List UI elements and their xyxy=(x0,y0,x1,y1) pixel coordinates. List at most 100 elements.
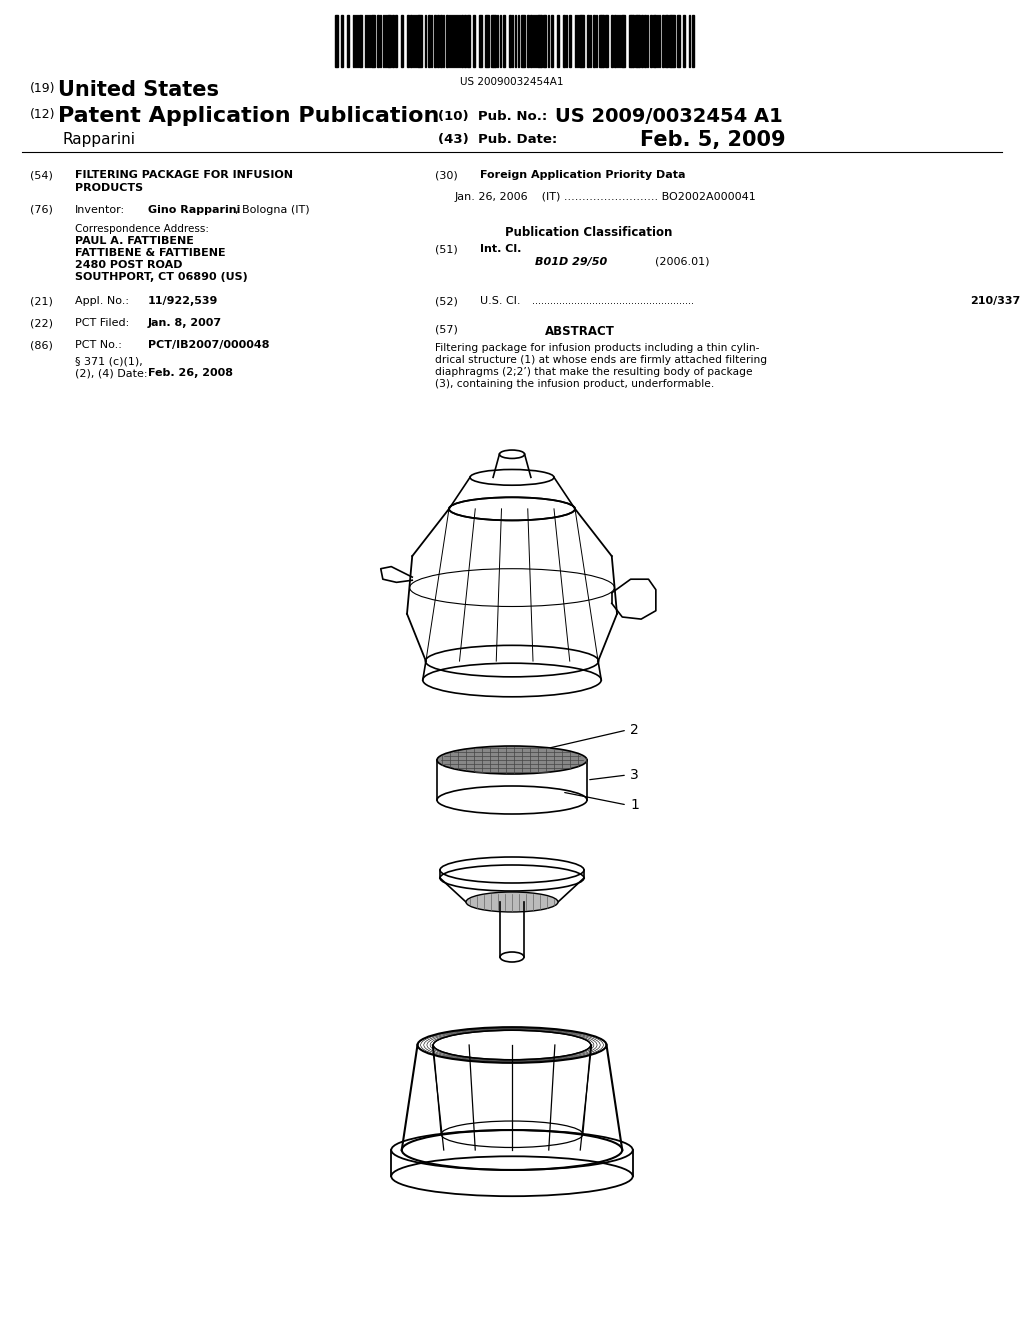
Bar xyxy=(605,15,608,67)
Text: SOUTHPORT, CT 06890 (US): SOUTHPORT, CT 06890 (US) xyxy=(75,272,248,282)
Ellipse shape xyxy=(437,746,587,774)
Text: , Bologna (IT): , Bologna (IT) xyxy=(234,205,309,215)
Bar xyxy=(611,15,613,67)
Text: (22): (22) xyxy=(30,318,53,327)
Bar xyxy=(518,15,519,67)
Bar xyxy=(667,15,669,67)
Bar xyxy=(683,15,685,67)
Bar xyxy=(410,15,413,67)
Text: Correspondence Address:: Correspondence Address: xyxy=(75,224,209,234)
Bar xyxy=(577,15,579,67)
Text: 2: 2 xyxy=(630,723,639,737)
Bar xyxy=(443,15,444,67)
Text: PCT Filed:: PCT Filed: xyxy=(75,318,129,327)
Bar xyxy=(677,15,680,67)
Text: Foreign Application Priority Data: Foreign Application Priority Data xyxy=(480,170,685,180)
Bar xyxy=(599,15,600,67)
Bar xyxy=(500,15,502,67)
Bar xyxy=(385,15,386,67)
Bar xyxy=(467,15,470,67)
Bar xyxy=(509,15,511,67)
Text: (21): (21) xyxy=(30,296,53,306)
Bar xyxy=(662,15,665,67)
Text: U.S. Cl.: U.S. Cl. xyxy=(480,296,520,306)
Bar xyxy=(631,15,633,67)
Bar xyxy=(581,15,585,67)
Bar xyxy=(563,15,565,67)
Text: (52): (52) xyxy=(435,296,458,306)
Text: diaphragms (2;2’) that make the resulting body of package: diaphragms (2;2’) that make the resultin… xyxy=(435,367,753,378)
Text: (19): (19) xyxy=(30,82,55,95)
Bar xyxy=(479,15,482,67)
Text: 2480 POST ROAD: 2480 POST ROAD xyxy=(75,260,182,271)
Bar xyxy=(359,15,361,67)
Bar xyxy=(637,15,639,67)
Bar xyxy=(503,15,505,67)
Bar xyxy=(629,15,631,67)
Bar xyxy=(395,15,397,67)
Text: PAUL A. FATTIBENE: PAUL A. FATTIBENE xyxy=(75,236,194,246)
Bar xyxy=(657,15,658,67)
Bar xyxy=(515,15,516,67)
Bar xyxy=(437,15,438,67)
Text: (57): (57) xyxy=(435,325,458,335)
Bar xyxy=(566,15,567,67)
Bar xyxy=(671,15,675,67)
Bar xyxy=(590,15,591,67)
Text: (12): (12) xyxy=(30,108,55,121)
Bar xyxy=(401,15,403,67)
Bar xyxy=(459,15,460,67)
Bar xyxy=(371,15,375,67)
Text: (51): (51) xyxy=(435,244,458,253)
Bar xyxy=(635,15,637,67)
Text: United States: United States xyxy=(58,81,219,100)
Bar xyxy=(380,15,381,67)
Bar xyxy=(653,15,654,67)
Bar xyxy=(623,15,625,67)
Text: (43)  Pub. Date:: (43) Pub. Date: xyxy=(438,133,557,147)
Text: US 20090032454A1: US 20090032454A1 xyxy=(460,77,564,87)
Bar xyxy=(451,15,453,67)
Text: Gino Rapparini: Gino Rapparini xyxy=(148,205,241,215)
Text: 3: 3 xyxy=(630,768,639,781)
Bar xyxy=(551,15,553,67)
Bar xyxy=(369,15,370,67)
Text: Int. Cl.: Int. Cl. xyxy=(480,244,521,253)
Text: 210/337: 210/337 xyxy=(970,296,1020,306)
Bar xyxy=(425,15,426,67)
Text: 11/922,539: 11/922,539 xyxy=(148,296,218,306)
Bar xyxy=(548,15,550,67)
Text: Patent Application Publication: Patent Application Publication xyxy=(58,106,439,125)
Text: Jan. 8, 2007: Jan. 8, 2007 xyxy=(148,318,222,327)
Bar xyxy=(587,15,589,67)
Bar xyxy=(534,15,535,67)
Bar xyxy=(512,15,513,67)
Bar xyxy=(655,15,656,67)
Bar xyxy=(650,15,652,67)
Bar xyxy=(415,15,416,67)
Text: (86): (86) xyxy=(30,341,53,350)
Bar xyxy=(417,15,419,67)
Text: Appl. No.:: Appl. No.: xyxy=(75,296,129,306)
Bar xyxy=(407,15,409,67)
Text: drical structure (1) at whose ends are firmly attached filtering: drical structure (1) at whose ends are f… xyxy=(435,355,767,366)
Bar xyxy=(659,15,660,67)
Bar xyxy=(431,15,432,67)
Text: Rapparini: Rapparini xyxy=(62,132,135,147)
Text: PRODUCTS: PRODUCTS xyxy=(75,183,143,193)
Bar xyxy=(669,15,671,67)
Bar xyxy=(575,15,577,67)
Text: ......................................................: ........................................… xyxy=(532,296,694,306)
Bar xyxy=(355,15,356,67)
Bar xyxy=(440,15,442,67)
Bar xyxy=(614,15,615,67)
Text: (2006.01): (2006.01) xyxy=(655,257,710,267)
Text: Jan. 26, 2006    (IT) .......................... BO2002A000041: Jan. 26, 2006 (IT) .....................… xyxy=(455,191,757,202)
Bar xyxy=(419,15,422,67)
Text: B01D 29/50: B01D 29/50 xyxy=(535,257,607,267)
Bar xyxy=(365,15,367,67)
Bar xyxy=(449,15,451,67)
Bar xyxy=(335,15,339,67)
Bar xyxy=(618,15,621,67)
Bar xyxy=(541,15,543,67)
